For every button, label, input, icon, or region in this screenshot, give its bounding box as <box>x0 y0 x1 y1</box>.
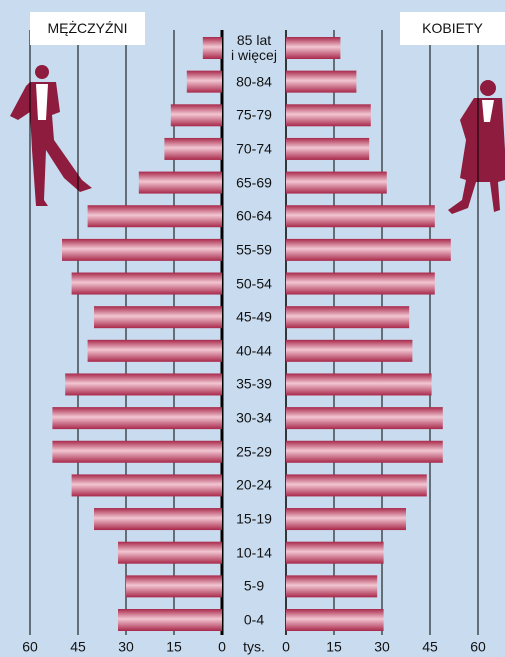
bar <box>286 205 435 228</box>
x-axis-label: tys. <box>243 638 265 655</box>
bar <box>87 205 222 228</box>
bar <box>94 508 222 531</box>
bar <box>286 37 341 59</box>
bar <box>65 373 222 396</box>
category-label: 0-4 <box>243 611 265 628</box>
woman-figure <box>448 80 505 214</box>
bar <box>286 137 370 160</box>
x-tick-label: 15 <box>166 638 182 655</box>
man-figure <box>10 65 92 206</box>
bar <box>94 306 222 329</box>
bar <box>286 541 384 564</box>
legend-entry: KOBIETY <box>400 12 505 45</box>
x-tick-label: 0 <box>218 638 226 655</box>
legend-entry: MĘŻCZYŹNI <box>30 12 145 45</box>
bar <box>186 70 222 93</box>
category-label: 65-69 <box>236 174 272 191</box>
category-label: 80-84 <box>236 73 272 90</box>
category-label: 30-34 <box>236 409 272 426</box>
x-tick-label: 45 <box>70 638 86 655</box>
bar <box>286 407 443 430</box>
x-tick-label: 60 <box>22 638 38 655</box>
bar <box>71 474 222 497</box>
category-label: 70-74 <box>236 140 272 157</box>
category-label: 55-59 <box>236 241 272 258</box>
bar <box>164 137 222 160</box>
x-tick-label: 0 <box>282 638 290 655</box>
bar <box>138 171 222 194</box>
category-label: 5-9 <box>243 577 265 594</box>
bar <box>87 339 222 362</box>
bar <box>286 339 413 362</box>
bar <box>286 575 378 598</box>
bar <box>286 272 435 295</box>
category-label: 35-39 <box>236 375 272 392</box>
bar <box>286 171 387 194</box>
bar <box>118 609 222 631</box>
category-label: 60-64 <box>236 207 272 224</box>
bar <box>62 238 222 261</box>
bar <box>71 272 222 295</box>
bar <box>286 306 410 329</box>
category-label: 85 lat i więcej <box>231 32 277 63</box>
category-label: 20-24 <box>236 476 272 493</box>
bar <box>170 104 222 127</box>
category-label: 15-19 <box>236 510 272 527</box>
x-tick-label: 60 <box>470 638 486 655</box>
bar <box>286 508 406 531</box>
bar <box>286 238 451 261</box>
category-label: 10-14 <box>236 544 272 561</box>
category-label: 50-54 <box>236 275 272 292</box>
bar <box>286 474 427 497</box>
category-label: 45-49 <box>236 308 272 325</box>
bar <box>118 541 222 564</box>
category-label: 40-44 <box>236 342 272 359</box>
bar <box>286 609 384 631</box>
x-tick-label: 45 <box>422 638 438 655</box>
x-tick-label: 30 <box>374 638 390 655</box>
category-label: 25-29 <box>236 443 272 460</box>
bar <box>286 70 357 93</box>
category-label: 75-79 <box>236 106 272 123</box>
bar <box>52 407 223 430</box>
x-tick-label: 15 <box>326 638 342 655</box>
bar <box>52 440 223 463</box>
bar <box>286 373 432 396</box>
bar <box>126 575 222 598</box>
bar <box>286 104 371 127</box>
bar <box>286 440 443 463</box>
x-tick-label: 30 <box>118 638 134 655</box>
bar <box>202 37 222 59</box>
